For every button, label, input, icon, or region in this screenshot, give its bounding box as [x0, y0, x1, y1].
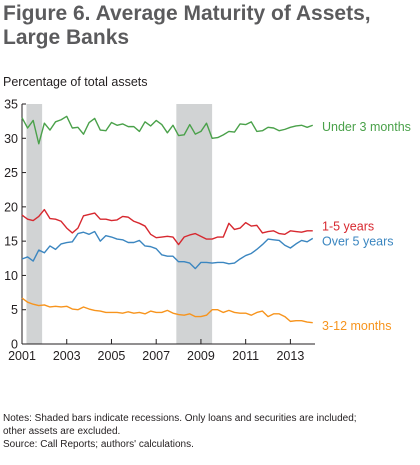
recession-bar-2 — [176, 104, 213, 344]
y-tick-label-10: 10 — [4, 269, 18, 283]
y-tick-label-15: 15 — [4, 235, 18, 249]
series-line-3-12-months — [21, 297, 313, 324]
y-tick-label-25: 25 — [4, 166, 18, 180]
figure-title-line-1: Figure 6. Average Maturity of Assets, — [3, 2, 371, 25]
x-tick-label-2009: 2009 — [187, 349, 215, 363]
y-axis-label: Percentage of total assets — [3, 75, 148, 89]
source-line: Source: Call Reports; authors' calculati… — [3, 439, 194, 450]
series-line-under-3-months — [21, 115, 314, 145]
series-line-over-5-years — [21, 230, 314, 270]
recession-bar-1 — [26, 104, 43, 344]
x-tick-label-2005: 2005 — [98, 349, 126, 363]
x-tick-label-2003: 2003 — [53, 349, 81, 363]
y-tick-label-5: 5 — [11, 303, 18, 317]
x-tick-label-2013: 2013 — [276, 349, 304, 363]
y-tick-label-35: 35 — [4, 98, 18, 112]
figure-notes: Notes: Shaded bars indicate recessions. … — [3, 412, 417, 451]
series-label-under-3-months: Under 3 months — [322, 120, 411, 134]
line-chart: 0 5 10 15 20 25 30 35 2001 2003 2005 2007 2009 2011 20… — [4, 98, 411, 364]
series-label-over-5-years: Over 5 years — [322, 235, 394, 249]
x-tick-label-2007: 2007 — [142, 349, 170, 363]
x-tick-label-2011: 2011 — [232, 349, 259, 363]
notes-line-2: other assets are excluded. — [3, 426, 121, 437]
series-label-3-12-months: 3-12 months — [322, 319, 391, 333]
series-line-1-5-years — [21, 208, 313, 246]
y-tick-label-20: 20 — [4, 200, 18, 214]
notes-line-1: Notes: Shaded bars indicate recessions. … — [3, 413, 357, 424]
figure-title: Figure 6. Average Maturity of Assets, La… — [3, 2, 417, 50]
figure-title-line-2: Large Banks — [3, 26, 130, 49]
x-tick-label-2001: 2001 — [8, 349, 36, 363]
y-tick-label-0: 0 — [11, 338, 18, 352]
y-tick-label-30: 30 — [4, 132, 18, 146]
series-label-1-5-years: 1-5 years — [322, 220, 374, 234]
